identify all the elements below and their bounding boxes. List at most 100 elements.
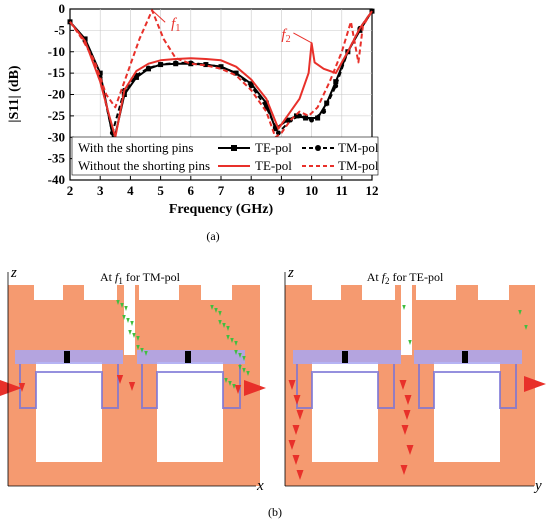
- field-arrow-11: [144, 351, 148, 356]
- field-arrow-36: [296, 410, 304, 420]
- series-line-2: [69, 10, 373, 139]
- patch-leg-2: [141, 364, 241, 409]
- series-0-point-21: [333, 79, 339, 85]
- field-arrow-22: [238, 353, 242, 358]
- field-arrow-9: [136, 345, 140, 350]
- tick-label-x-6: 8: [248, 183, 255, 198]
- tick-label-y-8: -40: [48, 172, 65, 187]
- series-1-point-19: [321, 109, 327, 114]
- field-arrow-34: [288, 380, 296, 390]
- field-arrow-16: [222, 323, 226, 328]
- tick-label-y-1: -5: [54, 22, 65, 37]
- field-arrow-33: [18, 383, 26, 392]
- field-arrow-29: [232, 384, 236, 389]
- field-panel-1: z x At f1 for TM-pol: [0, 265, 266, 494]
- field-arrow-19: [230, 338, 234, 343]
- ticks: 2 3 4 5 6 7 8 9 10 11 12 0 -5 -10 -15 -20 -25 -30 -35 -40: [48, 1, 379, 198]
- tick-label-x-3: 5: [157, 183, 164, 198]
- series-0-point-15: [272, 126, 278, 132]
- series-1-point-20: [333, 83, 339, 89]
- field-arrow-44: [400, 465, 408, 475]
- field-arrow-37: [288, 440, 296, 450]
- field-arrow-46: [403, 410, 411, 420]
- legend-marker-with-tm: [315, 145, 321, 151]
- tick-label-x-5: 7: [218, 183, 225, 198]
- tick-label-x-10: 12: [366, 183, 379, 198]
- field-arrow-41: [404, 395, 412, 405]
- field-arrow-18: [226, 335, 230, 340]
- y-axis-label: |S11| (dB): [7, 65, 22, 122]
- field-arrow-38: [292, 455, 300, 465]
- series-1-point-15: [275, 130, 281, 136]
- field-arrow-42: [401, 425, 409, 435]
- series-layer: [67, 8, 375, 145]
- port-arrow-right-1: [244, 380, 266, 396]
- legend-group2: Without the shorting pins: [78, 158, 210, 173]
- tick-label-x-2: 4: [127, 183, 134, 198]
- metal-structure-1: [8, 285, 260, 486]
- annotation-f2: f2: [281, 27, 290, 45]
- feed-slot-2: [401, 285, 412, 355]
- series-0-point-16: [284, 117, 290, 123]
- field-arrow-47: [518, 310, 522, 315]
- shorting-pin-3: [342, 351, 348, 363]
- field-arrow-12: [210, 305, 214, 310]
- field-arrow-21: [234, 350, 238, 355]
- field-arrow-31: [128, 382, 136, 391]
- series-0-point-17: [294, 113, 299, 119]
- field-arrows-1: [18, 300, 250, 394]
- series-1-point-8: [173, 60, 179, 66]
- legend-label-with-te: TE-pol: [255, 140, 292, 155]
- annotation-leader-1: [293, 32, 313, 44]
- patch-leg-1: [19, 364, 119, 409]
- field-arrow-30: [116, 375, 124, 384]
- field-arrow-8: [136, 336, 140, 341]
- x-axis-label-1: x: [256, 478, 264, 494]
- annotation-f1: f1: [171, 16, 180, 34]
- field-arrow-5: [130, 321, 134, 326]
- series-1-point-13: [248, 83, 254, 89]
- field-arrow-20: [234, 341, 238, 346]
- x-axis-label: Frequency (GHz): [169, 202, 274, 217]
- field-arrow-2: [124, 306, 128, 311]
- field-arrow-49: [402, 305, 406, 310]
- metal-structure-2: [285, 285, 535, 486]
- series-line-3: [69, 9, 373, 139]
- tick-label-x-1: 3: [97, 183, 104, 198]
- field-arrow-14: [218, 311, 222, 316]
- legend-box: [71, 136, 379, 176]
- tick-label-x-4: 6: [188, 183, 195, 198]
- series-1-point-7: [158, 62, 164, 67]
- series-1-point-10: [203, 62, 209, 67]
- field-arrow-27: [224, 378, 228, 383]
- series-1-point-17: [297, 113, 302, 119]
- tick-label-x-9: 11: [336, 183, 348, 198]
- tick-label-x-0: 2: [67, 183, 74, 198]
- patch-leg-3: [296, 364, 395, 409]
- feed-slot-1: [124, 285, 135, 355]
- field-arrow-23: [242, 356, 246, 361]
- tick-label-x-8: 10: [305, 183, 318, 198]
- annotation-leader-0: [151, 9, 166, 23]
- legend-marker-with-te: [231, 145, 237, 151]
- legend-label-with-tm: TM-pol: [338, 140, 379, 155]
- tick-label-y-0: 0: [59, 1, 66, 16]
- series-1-point-6: [146, 65, 151, 71]
- tick-label-y-3: -15: [48, 65, 66, 80]
- field-arrow-13: [214, 308, 218, 313]
- field-arrow-32: [234, 385, 242, 394]
- field-arrows-2: [288, 305, 528, 480]
- series-0-point-2: [97, 70, 103, 76]
- field-arrow-43: [406, 445, 414, 455]
- annotations: f1 f2: [151, 9, 313, 45]
- field-arrow-26: [246, 371, 250, 376]
- field-arrow-1: [120, 303, 124, 308]
- port-arrow-left-1: [0, 380, 22, 396]
- field-arrow-7: [132, 333, 136, 338]
- z-axis-label-1: z: [10, 265, 17, 281]
- field-panel-2: z y At f2 for TE-pol: [284, 265, 546, 494]
- field-arrow-6: [128, 330, 132, 335]
- shorting-pin-2: [185, 351, 191, 363]
- field-arrow-48: [524, 325, 528, 330]
